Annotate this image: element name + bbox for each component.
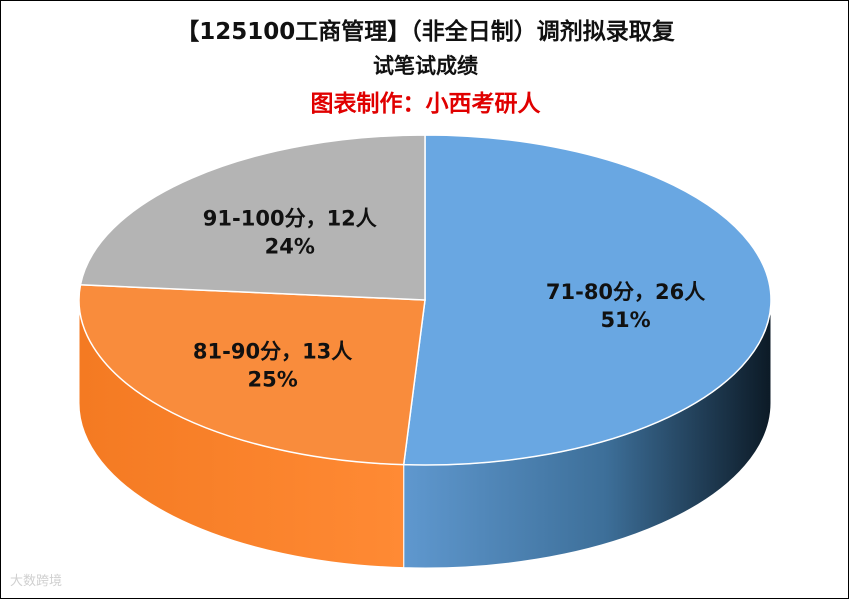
watermark: 大数跨境 [10,574,63,589]
chart-title-line1: 【125100工商管理】（非全日制）调剂拟录取复 [176,19,675,45]
slice-percent-71-80: 51% [600,308,650,332]
slice-label-71-80: 71-80分，26人 [546,280,705,304]
slice-percent-81-90: 25% [247,367,297,391]
pie-slice-91-100 [79,134,426,301]
pie-slice-81-90 [78,283,426,466]
pie-slice-71-80 [402,134,772,466]
chart-title-line2: 试笔试成绩 [373,54,478,78]
slice-label-91-100: 91-100分，12人 [203,206,377,230]
chart-subtitle: 图表制作：小西考研人 [310,91,541,117]
slice-label-81-90: 81-90分，13人 [193,339,352,363]
slice-percent-91-100: 24% [265,234,315,258]
